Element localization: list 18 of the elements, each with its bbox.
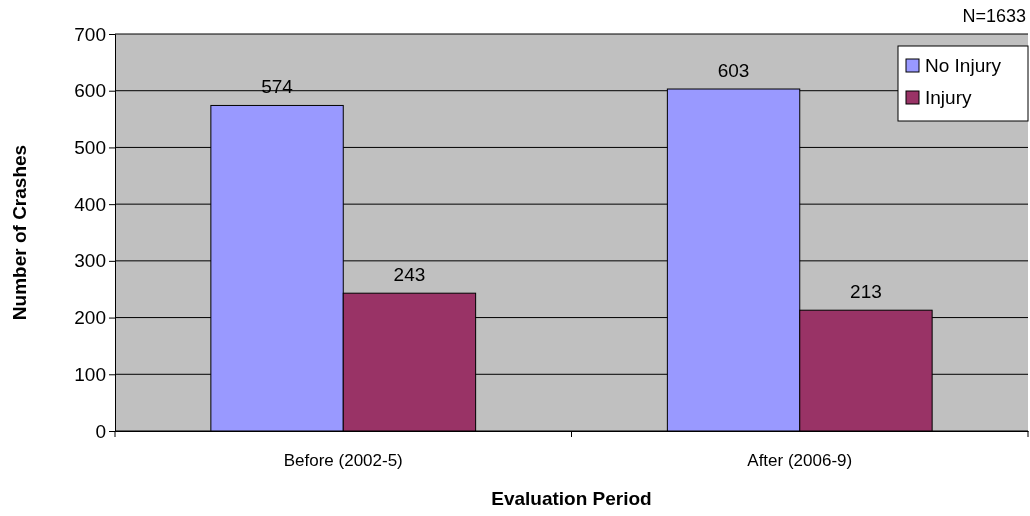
x-tick-label: Before (2002-5): [283, 451, 403, 471]
y-tick-label: 700: [74, 23, 106, 45]
data-label: 603: [717, 60, 750, 82]
y-tick-label: 200: [74, 307, 106, 329]
data-label: 213: [850, 281, 882, 303]
y-tick-label: 400: [74, 193, 106, 215]
legend-label: No Injury: [925, 55, 1002, 76]
y-tick-label: 100: [74, 363, 106, 385]
data-label: 243: [393, 264, 426, 286]
x-axis-title: Evaluation Period: [491, 488, 652, 509]
y-tick-label: 600: [74, 80, 106, 102]
y-tick-label: 500: [74, 137, 106, 159]
y-tick-label: 300: [74, 250, 106, 272]
text: N=1633: [962, 6, 1026, 26]
legend-label: Injury: [925, 87, 972, 108]
x-tick-label: After (2006-9): [747, 451, 853, 471]
y-axis-title: Number of Crashes: [9, 144, 30, 321]
y-tick-label: 0: [95, 420, 106, 442]
